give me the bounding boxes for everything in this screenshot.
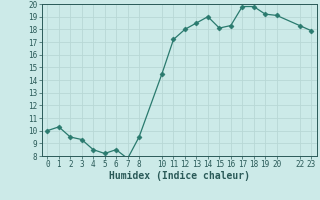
X-axis label: Humidex (Indice chaleur): Humidex (Indice chaleur) xyxy=(109,171,250,181)
